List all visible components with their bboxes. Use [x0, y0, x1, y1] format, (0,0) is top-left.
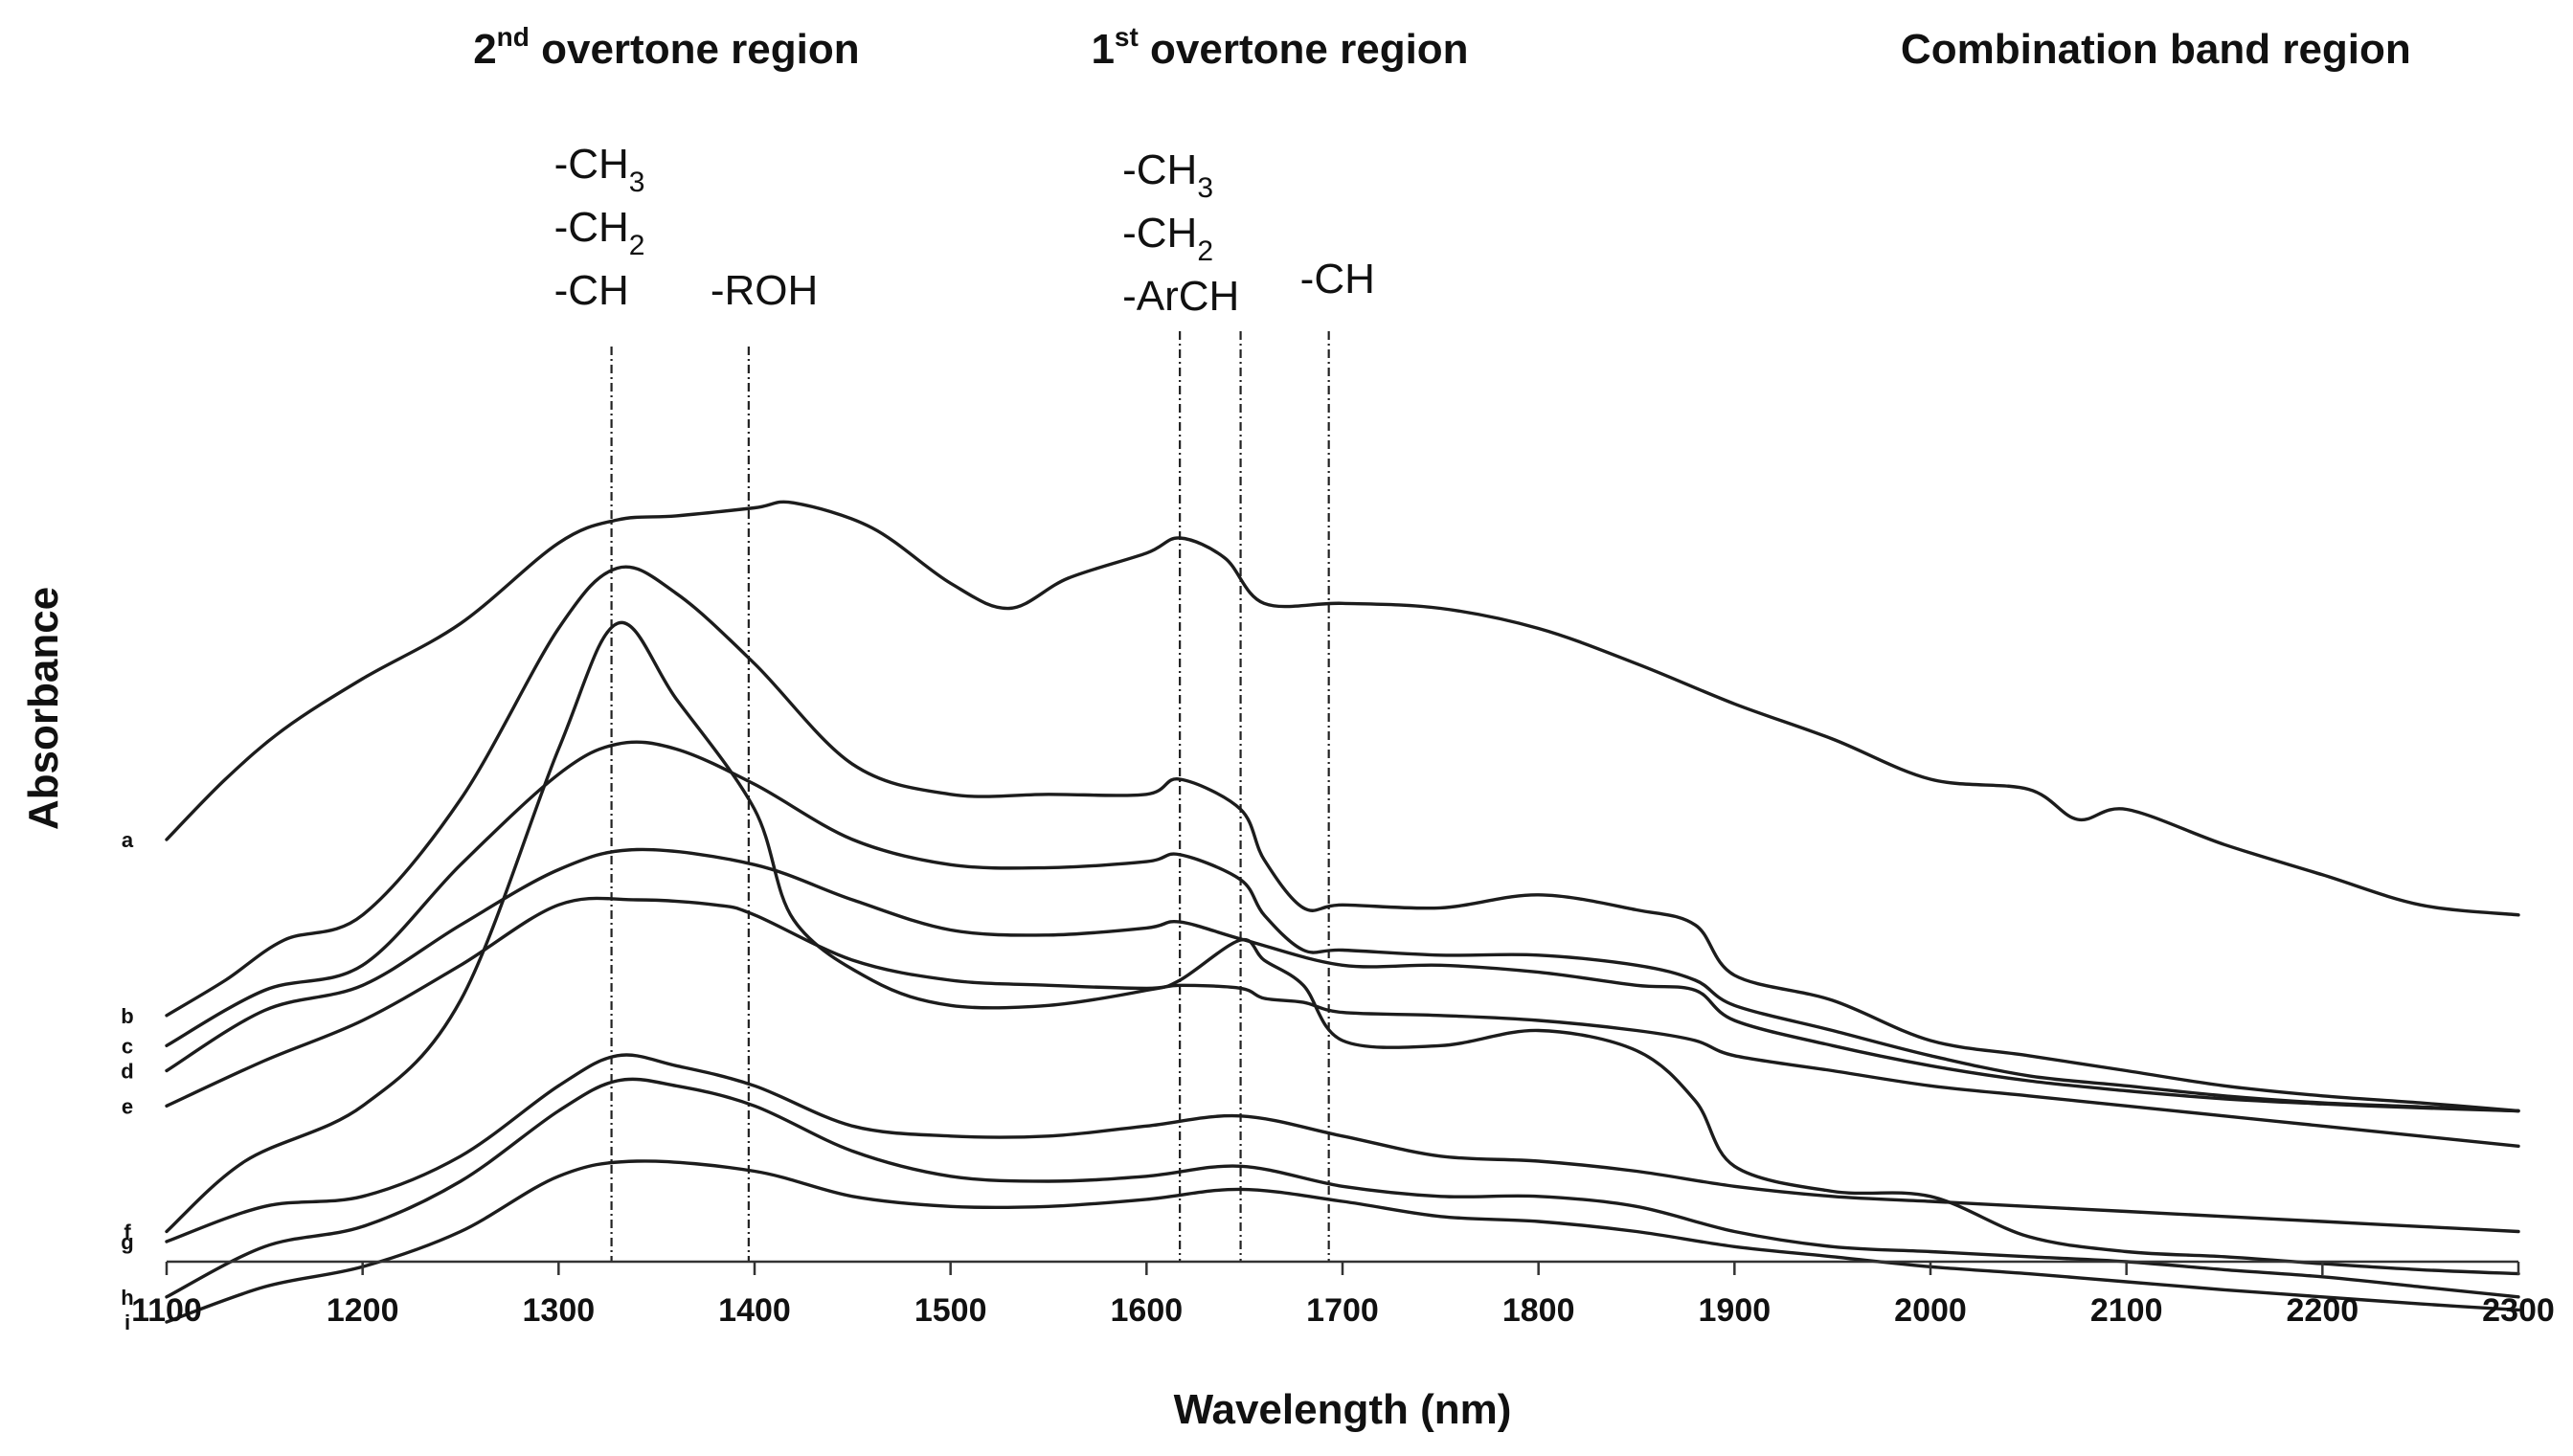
series-label-d: d	[121, 1060, 133, 1084]
x-tick-label: 1800	[1502, 1292, 1575, 1329]
series-label-b: b	[121, 1004, 133, 1028]
x-tick-label: 2200	[2287, 1292, 2359, 1329]
region-label: 1st overtone region	[1091, 22, 1468, 73]
band-assignment-label: -CH3	[554, 141, 645, 198]
x-axis-title: Wavelength (nm)	[1174, 1386, 1512, 1433]
series-label-g: g	[121, 1230, 133, 1254]
x-tick-label: 1100	[131, 1292, 202, 1329]
x-tick-label: 1700	[1306, 1292, 1379, 1329]
x-tick-label: 1300	[523, 1292, 596, 1329]
x-tick-label: 2100	[2090, 1292, 2163, 1329]
series-label-c: c	[122, 1034, 133, 1058]
region-label: 2nd overtone region	[473, 22, 859, 73]
series-line-g	[165, 1053, 2520, 1243]
band-assignment-label: -ArCH	[1122, 273, 1239, 320]
band-assignment-label: -CH	[1300, 256, 1375, 302]
series-line-e	[165, 896, 2520, 1148]
x-tick-label: 2000	[1894, 1292, 1967, 1329]
series-line-a	[165, 500, 2520, 917]
band-markers: -CH3 -CH2 -CH -ROH -CH3 -CH2 -ArCH -CH	[554, 141, 1375, 1262]
series-line-c	[165, 740, 2520, 1113]
band-assignment-label: -CH2	[554, 204, 645, 261]
band-assignment-label: -CH	[554, 267, 629, 314]
y-axis-title: Absorbance	[20, 587, 67, 830]
series-line-b	[165, 565, 2520, 1113]
band-assignment-label: -CH2	[1122, 210, 1213, 267]
x-tick-label: 1900	[1699, 1292, 1772, 1329]
x-tick-label: 1400	[718, 1292, 791, 1329]
series-label-e: e	[122, 1094, 133, 1118]
series-lines	[165, 500, 2520, 1324]
x-axis: 1100 1200 1300 1400 1500 1600 1700 1800 1900 2000…	[131, 1260, 2555, 1329]
series-label-a: a	[122, 828, 134, 852]
series-line-i	[165, 1159, 2520, 1324]
series-line-d	[165, 847, 2520, 1113]
band-assignment-label: -ROH	[711, 267, 818, 314]
series-line-f	[165, 620, 2520, 1276]
series-label-i: i	[124, 1310, 130, 1334]
x-tick-label: 1500	[914, 1292, 987, 1329]
x-tick-label: 2300	[2482, 1292, 2555, 1329]
series-label-h: h	[121, 1286, 133, 1310]
region-label: Combination band region	[1901, 26, 2411, 73]
band-assignment-label: -CH3	[1122, 146, 1213, 204]
x-tick-label: 1600	[1111, 1292, 1184, 1329]
x-tick-label: 1200	[327, 1292, 399, 1329]
series-label-f: f	[124, 1221, 131, 1244]
region-labels: 2nd overtone region 1st overtone region Co…	[473, 22, 2411, 73]
